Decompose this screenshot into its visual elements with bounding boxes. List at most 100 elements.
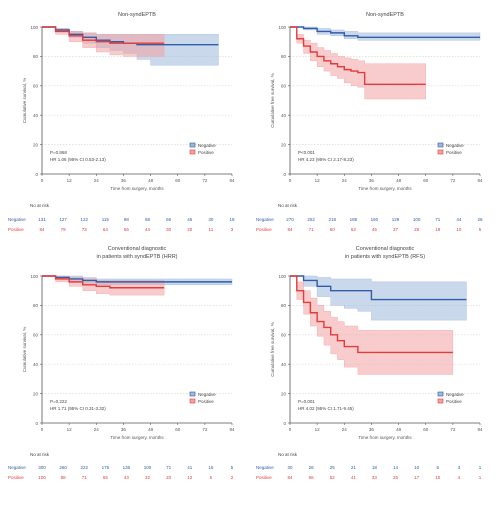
y-tick-label: 60 [33, 333, 39, 338]
y-tick-label: 20 [33, 391, 39, 396]
at-risk-value: 44 [145, 227, 151, 232]
y-tick-label: 80 [33, 303, 39, 308]
y-axis-label: Cumulative free survival, % [270, 322, 275, 377]
at-risk-row-label: Positive [256, 227, 272, 232]
stats-annotation: P<0.001 [298, 150, 315, 155]
km-panel-1: Non-syndEPTB 100 80 60 40 20 00 12 24 36 48 60 72 84 T… [8, 12, 235, 232]
survival-line-positive [42, 26, 165, 44]
at-risk-value: 270 [286, 217, 294, 222]
at-risk-value: 71 [309, 227, 315, 232]
legend-swatch-positive [189, 149, 196, 155]
y-axis-label: Cumulative free survival, % [270, 73, 275, 128]
x-tick-label: 12 [67, 427, 73, 432]
at-risk-value: 1 [479, 475, 482, 480]
at-risk-row-label: Negative [256, 465, 274, 470]
at-risk-value: 64 [103, 227, 109, 232]
y-tick-label: 0 [283, 421, 286, 426]
y-axis-label: Cumulative survival, % [22, 78, 27, 124]
km-panel-4: Conventional diagnostic in patients with … [256, 246, 483, 480]
x-tick-label: 0 [289, 427, 292, 432]
chart-title: Conventional diagnostic [356, 246, 415, 252]
ci-band-negative [290, 275, 467, 321]
at-risk-value: 41 [187, 465, 193, 470]
x-tick-label: 84 [477, 427, 483, 432]
x-tick-label: 60 [423, 178, 429, 183]
at-risk-value: 1 [479, 465, 482, 470]
at-risk-value: 136 [123, 465, 131, 470]
survival-line-positive [290, 275, 453, 354]
y-axis-label: Cumulative survival, % [22, 327, 27, 373]
at-risk-value: 79 [61, 227, 67, 232]
x-tick-label: 36 [369, 427, 375, 432]
x-tick-label: 84 [229, 427, 235, 432]
y-tick-label: 80 [281, 54, 287, 59]
x-tick-label: 72 [450, 427, 456, 432]
x-tick-label: 24 [342, 178, 348, 183]
at-risk-value: 98 [124, 217, 130, 222]
at-risk-value: 188 [350, 217, 358, 222]
at-risk-value: 127 [59, 217, 67, 222]
at-risk-row-label: Negative [256, 217, 274, 222]
at-risk-value: 32 [145, 475, 151, 480]
at-risk-value: 2 [231, 475, 234, 480]
at-risk-value: 10 [414, 465, 420, 470]
at-risk-value: 52 [351, 227, 357, 232]
at-risk-value: 3 [231, 227, 234, 232]
at-risk-value: 122 [80, 217, 88, 222]
at-risk-value: 88 [61, 475, 67, 480]
x-tick-label: 72 [450, 178, 456, 183]
y-tick-label: 40 [33, 113, 39, 118]
at-risk-value: 37 [393, 227, 399, 232]
km-panel-3: Conventional diagnostic in patients with … [8, 246, 235, 480]
at-risk-value: 5 [479, 227, 482, 232]
at-risk-value: 84 [287, 475, 293, 480]
at-risk-value: 252 [307, 217, 315, 222]
legend-label-negative: Negative [446, 143, 464, 148]
x-tick-label: 60 [423, 427, 429, 432]
stats-annotation: P=0.868 [50, 150, 67, 155]
y-tick-label: 80 [281, 303, 287, 308]
legend-swatch-negative [437, 391, 444, 397]
survival-line-positive [290, 26, 426, 86]
stats-annotation: HR 4.23 (95% CI 2.17-8.23) [298, 157, 354, 162]
y-tick-label: 60 [281, 333, 287, 338]
at-risk-value: 19 [435, 227, 441, 232]
y-tick-label: 0 [35, 172, 38, 177]
legend-label-positive: Positive [198, 150, 214, 155]
at-risk-value: 20 [187, 227, 193, 232]
legend-swatch-negative [189, 142, 196, 148]
at-risk-value: 129 [392, 217, 400, 222]
at-risk-value: 45 [372, 227, 378, 232]
x-tick-label: 36 [121, 178, 127, 183]
x-tick-label: 60 [175, 427, 181, 432]
stats-annotation: HR 1.71 (95% CI 0.31-3.32) [50, 406, 106, 411]
at-risk-value: 52 [330, 475, 336, 480]
legend-label-positive: Positive [198, 399, 214, 404]
x-tick-label: 12 [67, 178, 73, 183]
at-risk-value: 84 [287, 227, 293, 232]
at-risk-value: 73 [82, 227, 88, 232]
legend-swatch-negative [189, 391, 196, 397]
chart-title: Non-syndEPTB [118, 12, 156, 18]
at-risk-value: 25 [330, 465, 336, 470]
at-risk-row-label: Positive [256, 475, 272, 480]
at-risk-value: 260 [59, 465, 67, 470]
y-tick-label: 100 [30, 25, 38, 30]
chart-title: Conventional diagnostic [108, 246, 167, 252]
y-tick-label: 0 [283, 172, 286, 177]
at-risk-value: 115 [102, 217, 110, 222]
x-tick-label: 12 [315, 427, 321, 432]
x-tick-label: 12 [315, 178, 321, 183]
at-risk-value: 84 [39, 227, 45, 232]
y-tick-label: 40 [281, 362, 287, 367]
at-risk-value: 5 [231, 465, 234, 470]
x-tick-label: 48 [148, 427, 154, 432]
at-risk-value: 222 [80, 465, 88, 470]
at-risk-value: 10 [456, 227, 462, 232]
x-tick-label: 72 [202, 178, 208, 183]
x-tick-label: 84 [229, 178, 235, 183]
at-risk-value: 71 [166, 465, 172, 470]
y-tick-label: 20 [33, 142, 39, 147]
at-risk-value: 14 [393, 465, 399, 470]
